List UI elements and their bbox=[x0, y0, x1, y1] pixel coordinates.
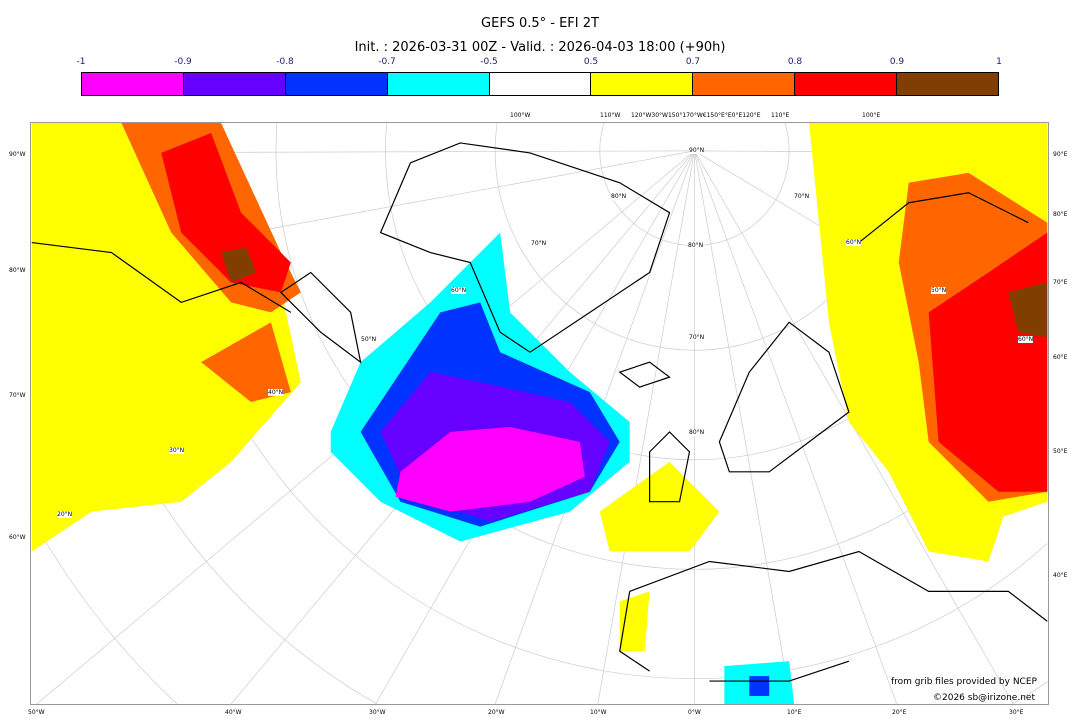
axis-label: 90°N bbox=[689, 147, 705, 154]
axis-label: 60°W bbox=[9, 534, 26, 541]
axis-label: 70°W bbox=[9, 392, 26, 399]
colorbar-tick-label: 0.8 bbox=[787, 57, 803, 67]
axis-label: 70°N bbox=[689, 334, 705, 341]
efi-cold-atlantic bbox=[330, 232, 795, 704]
axis-label: 20°N bbox=[57, 511, 73, 518]
colorbar-segment bbox=[489, 73, 592, 95]
map-area: 90°N 80°N 70°N 60°N 50°N 40°N 30°N 20°N 80°N 70°N… bbox=[30, 122, 1049, 705]
data-source-credit: from grib files provided by NCEP bbox=[891, 677, 1037, 687]
axis-label: 30°N bbox=[169, 447, 185, 454]
axis-label: 40°W bbox=[225, 709, 242, 716]
axis-label: 70°N bbox=[794, 193, 810, 200]
axis-label: 100°W bbox=[510, 112, 531, 119]
colorbar-tick-label: 1 bbox=[996, 57, 1002, 67]
axis-label: 40°N bbox=[268, 389, 284, 396]
axis-label: 60°E bbox=[1053, 354, 1068, 361]
colorbar-tick-label: -0.8 bbox=[276, 57, 294, 67]
axis-label: 80°W bbox=[9, 267, 26, 274]
axis-label: 0°W bbox=[688, 709, 701, 716]
efi-warm-east bbox=[599, 123, 1048, 652]
colorbar-tick-label: -0.7 bbox=[378, 57, 396, 67]
axis-label: 10°E bbox=[787, 709, 802, 716]
axis-label: 100°E bbox=[862, 112, 881, 119]
colorbar-segment bbox=[795, 73, 898, 95]
axis-label: 120°W30°W150°170°W€150°E°E0°E120°E bbox=[631, 112, 761, 119]
axis-label: 30°W bbox=[369, 709, 386, 716]
axis-label: 50°N bbox=[361, 336, 377, 343]
map-title: GEFS 0.5° - EFI 2T bbox=[481, 16, 599, 31]
axis-label: 80°N bbox=[611, 193, 627, 200]
colorbar-tick-label: 0.7 bbox=[685, 57, 701, 67]
colorbar bbox=[81, 72, 999, 96]
colorbar-tick-label: -1 bbox=[76, 57, 86, 67]
colorbar-segment bbox=[183, 73, 286, 95]
axis-label: 110°E bbox=[771, 112, 790, 119]
axis-label: 80°E bbox=[1053, 211, 1068, 218]
axis-label: 20°E bbox=[892, 709, 907, 716]
axis-label: 40°E bbox=[1053, 572, 1068, 579]
axis-label: 60°N bbox=[846, 239, 862, 246]
colorbar-segment bbox=[591, 73, 694, 95]
axis-label: 60°N bbox=[451, 287, 467, 294]
axis-label: 10°W bbox=[590, 709, 607, 716]
axis-label: 60°N bbox=[1018, 336, 1034, 343]
colorbar-tick-label: -0.9 bbox=[174, 57, 192, 67]
axis-label: 90°E bbox=[1053, 151, 1068, 158]
axis-label: 70°N bbox=[531, 240, 547, 247]
colorbar-segment bbox=[387, 73, 490, 95]
colorbar-tick-label: -0.5 bbox=[480, 57, 498, 67]
colorbar-segment bbox=[82, 73, 184, 95]
axis-label: 50°W bbox=[28, 709, 45, 716]
axis-label: 50°N bbox=[931, 287, 947, 294]
axis-label: 50°E bbox=[1053, 448, 1068, 455]
colorbar-tick-label: 0.5 bbox=[583, 57, 599, 67]
efi-warm-west bbox=[31, 123, 301, 552]
axis-label: 20°W bbox=[488, 709, 505, 716]
colorbar-segment bbox=[693, 73, 796, 95]
axis-label: 80°N bbox=[688, 242, 704, 249]
axis-label: 90°W bbox=[9, 151, 26, 158]
colorbar-segment bbox=[285, 73, 388, 95]
axis-label: 110°W bbox=[600, 112, 621, 119]
coastlines bbox=[31, 142, 1048, 682]
map-subtitle: Init. : 2026-03-31 00Z - Valid. : 2026-0… bbox=[354, 40, 726, 55]
colorbar-segment bbox=[897, 73, 999, 95]
axis-label: 30°E bbox=[1009, 709, 1024, 716]
map-svg bbox=[31, 123, 1048, 704]
colorbar-tick-label: 0.9 bbox=[889, 57, 905, 67]
axis-label: 70°E bbox=[1053, 279, 1068, 286]
copyright: ©2026 sb@irizone.net bbox=[933, 693, 1035, 703]
axis-label: 80°N bbox=[689, 429, 705, 436]
